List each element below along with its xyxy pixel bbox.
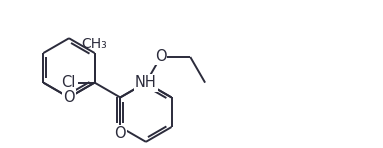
Text: NH: NH <box>135 75 157 90</box>
Text: Cl: Cl <box>61 75 75 90</box>
Text: O: O <box>63 90 75 105</box>
Text: O: O <box>155 49 167 65</box>
Text: CH₃: CH₃ <box>82 37 108 51</box>
Text: O: O <box>115 126 126 141</box>
